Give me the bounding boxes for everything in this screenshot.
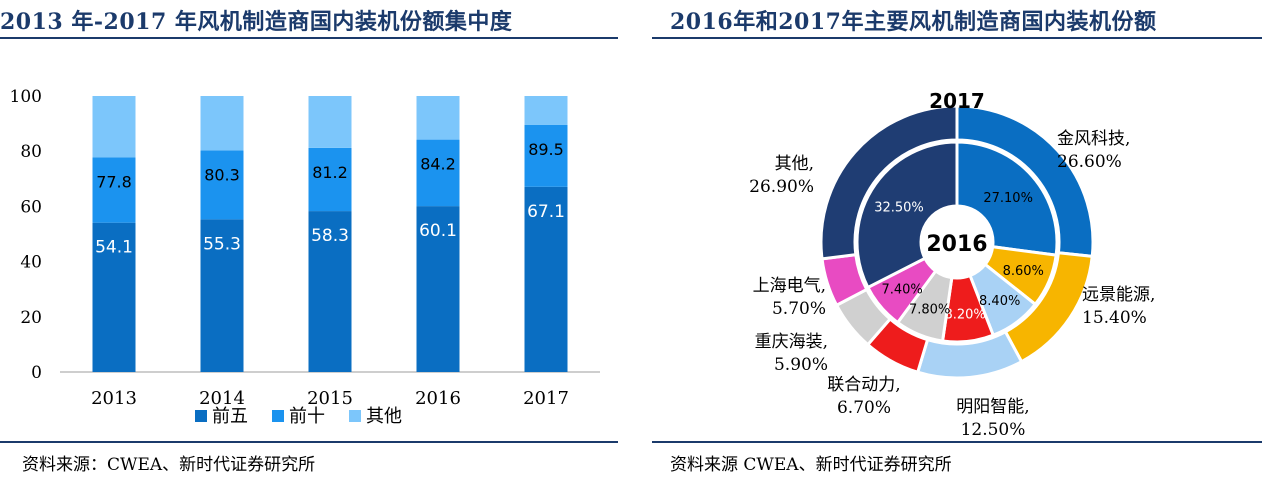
callout-value: 6.70% — [837, 398, 891, 418]
left-chart-title: 2013 年-2017 年风机制造商国内装机份额集中度 — [0, 9, 513, 35]
legend-swatch — [349, 410, 361, 422]
x-tick-label: 2014 — [199, 388, 245, 409]
data-label-top5: 60.1 — [419, 221, 457, 241]
data-label-top5: 55.3 — [203, 234, 241, 254]
left-chart-panel: 2013 年-2017 年风机制造商国内装机份额集中度 0 20 40 60 80 100… — [0, 0, 618, 478]
y-tick-label: 20 — [20, 308, 42, 328]
data-label-top10: 77.8 — [96, 172, 132, 191]
inner-slice-label: 8.20% — [944, 308, 985, 323]
left-title-rule — [0, 37, 618, 39]
callout-7: 其他, 26.90% — [749, 154, 814, 197]
legend-swatch — [272, 410, 284, 422]
bar-segment-other — [524, 96, 568, 125]
callout-3: 明阳智能, 12.50% — [956, 397, 1029, 440]
callout-value: 12.50% — [961, 420, 1026, 440]
callout-name: 金风科技, — [1057, 129, 1130, 149]
bar-segment-top5 — [308, 211, 352, 372]
bar-segment-top5 — [92, 222, 136, 372]
bar-segment-top10 — [308, 147, 352, 212]
left-source-note: 资料来源：CWEA、新时代证券研究所 — [22, 455, 316, 475]
bar-segment-top5 — [200, 219, 244, 372]
callout-1: 金风科技, 26.60% — [1057, 129, 1130, 172]
callout-name: 其他, — [775, 154, 814, 174]
inner-slice-label: 8.60% — [1003, 264, 1044, 279]
inner-slice-label: 7.80% — [909, 303, 950, 318]
bar-segment-top10 — [416, 139, 460, 207]
legend-swatch — [195, 410, 207, 422]
data-label-top5: 67.1 — [527, 202, 565, 222]
x-tick-label: 2016 — [415, 388, 461, 409]
right-title-rule — [652, 37, 1262, 39]
y-tick-label: 40 — [20, 253, 42, 273]
inner-slice-label: 7.40% — [881, 283, 922, 298]
callout-value: 26.60% — [1057, 152, 1122, 172]
callout-name: 重庆海装, — [755, 332, 828, 352]
stacked-bar-chart: 0 20 40 60 80 100 54.1 77.8 2013 55.3 80.3 2014 58.3… — [10, 87, 600, 427]
chart-legend: 前五 前十 其他 — [195, 406, 402, 427]
x-tick-label: 2017 — [523, 388, 569, 409]
callout-value: 5.70% — [772, 299, 826, 319]
bar-segment-top5 — [524, 186, 568, 372]
data-label-top10: 81.2 — [312, 163, 348, 182]
bar-segment-top5 — [416, 206, 460, 372]
inner-slice-label: 27.10% — [983, 191, 1033, 206]
callout-name: 远景能源, — [1082, 285, 1155, 305]
right-bottom-rule — [652, 441, 1262, 443]
data-label-top5: 58.3 — [311, 226, 349, 246]
y-tick-label: 100 — [10, 87, 42, 107]
outer-ring-year-label: 2017 — [929, 89, 985, 113]
callout-value: 15.40% — [1082, 308, 1147, 328]
y-tick-label: 0 — [31, 363, 42, 383]
donut-center — [921, 206, 993, 278]
callout-name: 明阳智能, — [956, 397, 1029, 417]
callout-name: 联合动力, — [827, 375, 900, 395]
bar-segment-other — [416, 96, 460, 140]
data-label-top10: 80.3 — [204, 165, 240, 184]
callout-value: 26.90% — [749, 177, 814, 197]
bar-segment-top10 — [200, 150, 244, 220]
callout-5: 重庆海装, 5.90% — [755, 332, 828, 375]
legend-label: 前五 — [212, 406, 248, 427]
y-tick-label: 80 — [20, 142, 42, 162]
inner-slice-label: 8.40% — [979, 294, 1020, 309]
y-tick-label: 60 — [20, 197, 42, 217]
legend-label: 前十 — [289, 406, 325, 427]
callout-value: 5.90% — [774, 355, 828, 375]
x-tick-label: 2015 — [307, 388, 353, 409]
right-chart-title: 2016年和2017年主要风机制造商国内装机份额 — [670, 9, 1157, 35]
right-chart-panel: 2016年和2017年主要风机制造商国内装机份额 2016 2017 27.10% 8… — [652, 0, 1262, 478]
bar-segment-other — [308, 96, 352, 148]
bar-segment-other — [92, 96, 136, 158]
callout-2: 远景能源, 15.40% — [1082, 285, 1155, 328]
callout-4: 联合动力, 6.70% — [827, 375, 900, 418]
bar-segment-other — [200, 96, 244, 151]
legend-label: 其他 — [366, 406, 402, 427]
data-label-top10: 84.2 — [420, 155, 456, 174]
callout-name: 上海电气, — [753, 276, 826, 296]
data-label-top5: 54.1 — [95, 238, 133, 258]
x-tick-label: 2013 — [91, 388, 137, 409]
right-source-note: 资料来源 CWEA、新时代证券研究所 — [670, 455, 952, 475]
inner-slice-label: 32.50% — [874, 200, 924, 215]
bar-segment-top10 — [524, 124, 568, 187]
bar-segment-top10 — [92, 157, 136, 223]
inner-ring-year-label: 2016 — [926, 232, 987, 257]
callout-6: 上海电气, 5.70% — [753, 276, 826, 319]
outer-ring-slice — [819, 104, 959, 261]
donut-chart: 2016 2017 27.10% 8.60% 8.40%8.20%7.80% 7.40% 3… — [749, 89, 1155, 440]
left-bottom-rule — [0, 441, 618, 443]
data-label-top10: 89.5 — [528, 140, 564, 159]
